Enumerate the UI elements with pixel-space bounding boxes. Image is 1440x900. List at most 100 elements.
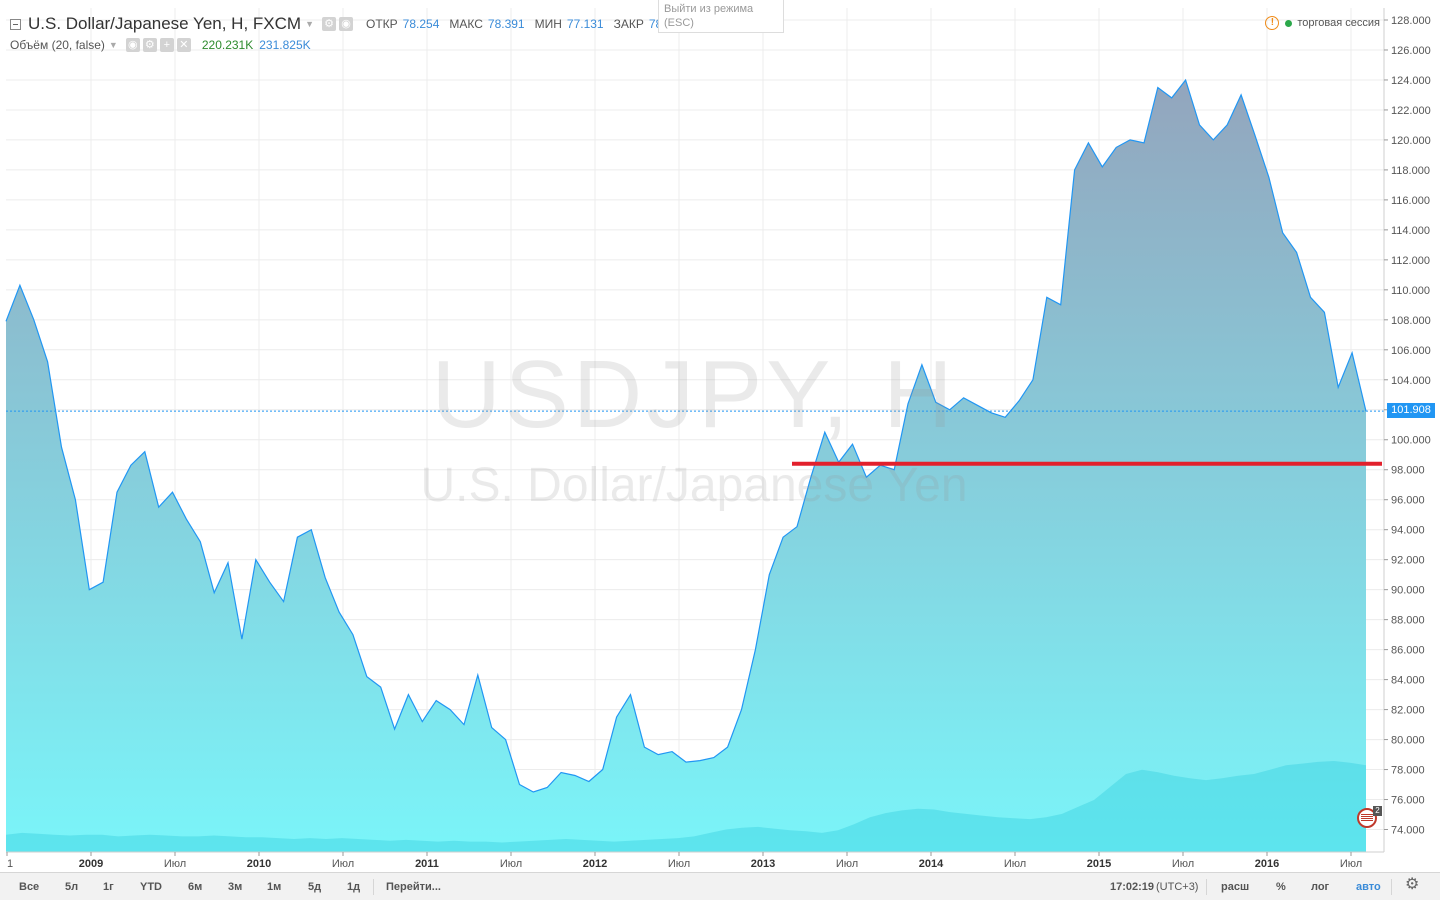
price-tick-label: 126.000 <box>1391 45 1431 57</box>
hide-icon[interactable]: ◉ <box>125 38 140 52</box>
price-tick-label: 92.000 <box>1391 555 1425 567</box>
chart-legend: U.S. Dollar/Japanese Yen, H, FXCM ▼ ⚙ ◉ … <box>10 14 679 34</box>
price-tick-label: 86.000 <box>1391 645 1425 657</box>
volume-title[interactable]: Объём (20, false) <box>10 38 105 52</box>
collapse-icon[interactable] <box>10 18 21 30</box>
range-3m-button[interactable]: 3м <box>228 881 243 893</box>
settings-icon[interactable]: ⚙ <box>322 17 336 31</box>
watermark-symbol: USDJPY, H <box>431 341 957 448</box>
clock-time: 17:02:19 <box>1110 881 1155 893</box>
volume-ma-value: 231.825K <box>259 38 311 52</box>
open-value: 78.254 <box>402 17 440 31</box>
volume-value: 220.231K <box>201 38 254 52</box>
time-axis: 1 2009 Июл 2010 Июл 2011 Июл 2012 Июл 2013 Июл 2014… <box>6 851 1384 870</box>
price-tick-label: 76.000 <box>1391 795 1425 807</box>
price-tick-label: 94.000 <box>1391 525 1425 537</box>
high-label: МАКС <box>449 17 483 31</box>
time-tick-label: Июл <box>164 858 186 870</box>
toolbar-divider <box>373 879 374 895</box>
time-tick-label: 2014 <box>919 858 944 870</box>
price-tick-label: 128.000 <box>1391 15 1431 27</box>
price-tick-label: 116.000 <box>1391 195 1430 207</box>
price-tick-label: 112.000 <box>1391 255 1430 267</box>
price-tick-label: 100.000 <box>1391 435 1431 447</box>
price-tick-label: 96.000 <box>1391 495 1425 507</box>
timezone[interactable]: (UTC+3) <box>1156 881 1199 893</box>
log-scale-button[interactable]: лог <box>1311 881 1330 893</box>
price-tick-label: 120.000 <box>1391 135 1431 147</box>
toolbar-divider <box>1391 879 1392 895</box>
price-tick-label: 82.000 <box>1391 705 1425 717</box>
time-tick-label: 2015 <box>1087 858 1111 870</box>
volume-ma-area <box>6 761 1366 852</box>
session-label: торговая сессия <box>1297 17 1380 29</box>
time-tick-label: 2011 <box>415 858 439 870</box>
warning-icon[interactable]: ! <box>1265 16 1280 30</box>
percent-scale-button[interactable]: % <box>1276 881 1286 893</box>
event-count-badge: 2 <box>1373 806 1382 816</box>
chevron-down-icon[interactable]: ▼ <box>305 19 314 29</box>
session-dot-icon <box>1285 19 1293 27</box>
goto-date-button[interactable]: Перейти... <box>386 881 441 893</box>
chevron-down-icon[interactable]: ▼ <box>108 40 118 50</box>
close-label: ЗАКР <box>613 17 644 31</box>
price-tick-label: 108.000 <box>1391 315 1431 327</box>
gear-icon[interactable]: ⚙ <box>1405 876 1420 893</box>
range-1y-button[interactable]: 1г <box>103 881 114 893</box>
time-tick-label: Июл <box>1004 858 1026 870</box>
toolbar-divider <box>1206 879 1207 895</box>
range-5d-button[interactable]: 5д <box>308 881 322 893</box>
low-label: МИН <box>534 17 562 31</box>
price-area <box>6 80 1366 852</box>
price-tick-label: 74.000 <box>1391 825 1425 837</box>
us-flag-event-icon[interactable] <box>1357 808 1377 828</box>
price-tick-label: 118.000 <box>1391 165 1430 177</box>
price-chart[interactable]: 128.000 126.000 124.000 122.000 120.000 118.0… <box>0 0 1440 872</box>
price-tick-label: 88.000 <box>1391 615 1425 627</box>
volume-legend: Объём (20, false) ▼ ◉ ⚙ + ✕ 220.231K 231… <box>10 37 311 53</box>
extended-hours-button[interactable]: расш <box>1221 881 1250 893</box>
range-1d-button[interactable]: 1д <box>347 881 361 893</box>
time-tick-label: Июл <box>1172 858 1194 870</box>
current-price-tag: 101.908 <box>1387 403 1435 418</box>
price-tick-label: 114.000 <box>1391 225 1430 237</box>
price-tick-label: 78.000 <box>1391 765 1425 777</box>
price-tick-label: 110.000 <box>1391 285 1430 297</box>
high-value: 78.391 <box>487 17 525 31</box>
exit-fullscreen-tooltip[interactable]: Выйти из режима (ESC) <box>658 0 784 33</box>
auto-scale-button[interactable]: авто <box>1356 881 1381 893</box>
time-tick-label: 2013 <box>751 858 775 870</box>
price-tick-label: 84.000 <box>1391 675 1425 687</box>
time-tick-label: Июл <box>668 858 690 870</box>
low-value: 77.131 <box>566 17 604 31</box>
symbol-title[interactable]: U.S. Dollar/Japanese Yen, H, FXCM <box>28 14 302 33</box>
price-tick-label: 106.000 <box>1391 345 1431 357</box>
watermark-name: U.S. Dollar/Japanese Yen <box>420 459 968 512</box>
price-tick-label: 90.000 <box>1391 585 1425 597</box>
time-tick-label: 2012 <box>583 858 607 870</box>
time-tick-label: 2010 <box>247 858 271 870</box>
range-all-button[interactable]: Все <box>19 881 40 893</box>
add-icon[interactable]: + <box>159 38 174 52</box>
hide-icon[interactable]: ◉ <box>339 17 353 31</box>
time-tick-label: 1 <box>7 858 13 870</box>
price-line <box>5 78 1367 793</box>
time-tick-label: Июл <box>1340 858 1362 870</box>
time-tick-label: 2016 <box>1255 858 1279 870</box>
time-tick-label: Июл <box>500 858 522 870</box>
settings-icon[interactable]: ⚙ <box>142 38 157 52</box>
range-ytd-button[interactable]: YTD <box>140 881 162 893</box>
price-tick-label: 80.000 <box>1391 735 1425 747</box>
price-tick-label: 104.000 <box>1391 375 1431 387</box>
time-tick-label: Июл <box>332 858 354 870</box>
price-tick-label: 122.000 <box>1391 105 1431 117</box>
range-6m-button[interactable]: 6м <box>188 881 203 893</box>
price-tick-label: 124.000 <box>1391 75 1431 87</box>
price-tick-label: 98.000 <box>1391 465 1425 477</box>
time-tick-label: Июл <box>836 858 858 870</box>
range-1m-button[interactable]: 1м <box>267 881 282 893</box>
price-axis: 128.000 126.000 124.000 122.000 120.000 118.0… <box>1383 8 1431 852</box>
range-5y-button[interactable]: 5л <box>65 881 79 893</box>
close-icon[interactable]: ✕ <box>176 38 191 52</box>
bottom-toolbar: Все 5л 1г YTD 6м 3м 1м 5д 1д Перейти... … <box>0 872 1440 900</box>
